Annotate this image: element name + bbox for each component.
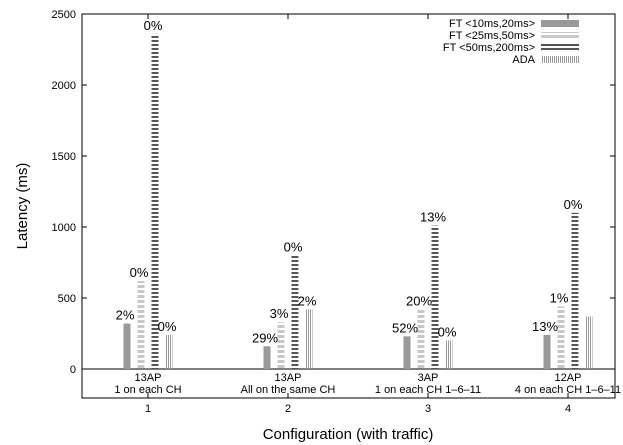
bar-label-g1-s2: 0% [130,265,149,280]
bar-g3-s3 [431,225,439,369]
y-axis-label: Latency (ms) [14,163,31,250]
bar-label-g1-s3: 0% [144,18,163,33]
bar-label-g3-s2: 20% [406,293,432,308]
plot-frame [81,13,616,399]
bar-label-g4-s2: 1% [550,291,569,306]
bar-label-g3-s3: 13% [420,210,446,225]
bar-label-g2-s2: 3% [270,306,289,321]
y-tick-label-3: 1500 [52,151,76,163]
group-label-1-line-2: 1 on each CH [114,384,181,396]
bar-value-labels: 2% 0% 0% 0% 29% 3% 0% 2% 52% 20% 13% 0% 13% 1% 0% [116,18,583,345]
x-tick-label-1: 2 [285,403,291,415]
bar-g4-s3 [571,212,579,369]
bar-label-g4-s3: 0% [564,197,583,212]
y-tick-label-4: 2000 [52,80,76,92]
x-tick-label-0: 1 [145,403,151,415]
bars [123,33,593,369]
legend-swatch-2 [541,32,579,39]
bar-label-g1-s1: 2% [116,308,135,323]
legend-swatch-4 [541,56,579,63]
bar-g2-s4 [305,309,313,369]
x-axis: 1 2 3 4 [145,14,571,415]
group-label-2-line-1: 13AP [275,372,302,384]
group-label-4-line-1: 12AP [555,372,582,384]
bar-label-g2-s1: 29% [252,330,278,345]
x-axis-label: Configuration (with traffic) [263,426,434,443]
x-tick-label-2: 3 [425,403,431,415]
x-tick-label-3: 4 [565,403,571,415]
legend-swatch-1 [541,20,579,27]
bar-label-g3-s4: 0% [438,325,457,340]
bar-g2-s1 [263,346,271,369]
legend-label-1: FT <10ms,20ms> [449,18,535,30]
group-label-4-line-2: 4 on each CH 1–6–11 [515,384,621,396]
y-tick-label-1: 500 [58,293,76,305]
group-label-3-line-1: 3AP [418,372,439,384]
bar-g1-s4 [165,334,173,369]
bar-g4-s4 [585,316,593,369]
y-tick-label-5: 2500 [52,9,76,21]
legend-label-2: FT <25ms,50ms> [449,30,535,42]
legend: FT <10ms,20ms>FT <25ms,50ms>FT <50ms,200… [443,18,579,66]
legend-label-4: ADA [512,54,535,66]
bar-g4-s2 [557,306,565,369]
bar-label-g1-s4: 0% [158,319,177,334]
bar-g1-s2 [137,280,145,369]
bar-g2-s3 [291,255,299,369]
bar-g2-s2 [277,322,285,369]
group-label-2-line-2: All on the same CH [241,384,336,396]
y-tick-label-0: 0 [70,364,76,376]
bar-g1-s1 [123,323,131,369]
y-axis: 0 500 1000 1500 2000 2500 [52,9,615,376]
bar-label-g2-s4: 2% [298,293,317,308]
bar-label-g3-s1: 52% [392,320,418,335]
bar-g3-s4 [445,340,453,369]
bar-label-g2-s3: 0% [284,239,303,254]
bar-g4-s1 [543,334,551,369]
y-tick-label-2: 1000 [52,222,76,234]
bar-label-g4-s1: 13% [532,319,558,334]
group-label-3-line-2: 1 on each CH 1–6–11 [375,384,481,396]
legend-label-3: FT <50ms,200ms> [443,42,535,54]
group-label-1-line-1: 13AP [135,372,162,384]
legend-swatch-3 [541,44,579,51]
bar-g3-s1 [403,336,411,369]
bar-g3-s2 [417,309,425,369]
bar-g1-s3 [151,33,159,369]
